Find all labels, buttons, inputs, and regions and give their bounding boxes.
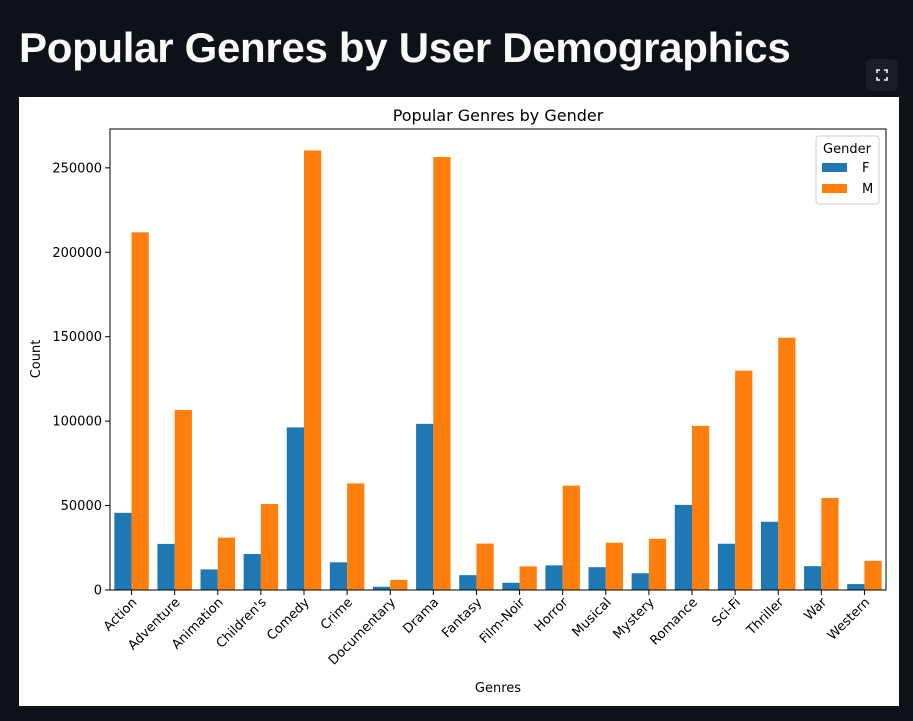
fullscreen-button[interactable] xyxy=(866,59,898,91)
bar-chart: Popular Genres by Gender 0 50000 100000 150… xyxy=(29,106,887,696)
bar-f-film-noir xyxy=(502,582,520,590)
bar-f-mystery xyxy=(631,573,649,590)
bar-m-action xyxy=(131,232,149,590)
bar-m-adventure xyxy=(174,409,192,590)
x-tick-label: Drama xyxy=(400,595,442,637)
fullscreen-icon xyxy=(876,69,888,81)
y-tick-label: 50000 xyxy=(61,499,102,514)
bar-f-adventure xyxy=(157,543,175,590)
bar-m-thriller xyxy=(778,337,796,590)
legend-swatch-m xyxy=(822,184,847,193)
bar-m-crime xyxy=(347,483,365,590)
x-tick-label: Sci-Fi xyxy=(709,595,744,630)
bar-m-children-s xyxy=(260,504,279,590)
x-tick-label: War xyxy=(802,595,831,624)
x-tick-label: Western xyxy=(825,595,873,643)
x-tick-label: Musical xyxy=(570,595,615,640)
plot-frame xyxy=(109,128,887,591)
y-tick-label: 150000 xyxy=(52,330,102,345)
x-axis-ticks: ActionAdventureAnimationChildren'sComedy… xyxy=(101,590,873,668)
x-tick-label: Crime xyxy=(318,595,356,633)
legend-title: Gender xyxy=(823,142,872,157)
x-tick-label: Horror xyxy=(532,595,572,635)
y-tick-label: 100000 xyxy=(52,415,102,430)
x-tick-label: Romance xyxy=(647,595,700,648)
bar-m-musical xyxy=(605,542,624,590)
bar-m-horror xyxy=(562,485,580,590)
bar-m-drama xyxy=(433,157,451,590)
bar-m-war xyxy=(821,497,839,590)
chart-title: Popular Genres by Gender xyxy=(393,106,604,125)
bar-f-musical xyxy=(588,567,606,590)
bar-m-film-noir xyxy=(519,566,537,590)
y-tick-label: 250000 xyxy=(52,161,102,176)
bar-f-documentary xyxy=(372,586,391,590)
y-axis-label: Count xyxy=(29,340,44,379)
legend-label-m: M xyxy=(862,182,873,197)
bar-f-war xyxy=(804,566,822,590)
bar-m-documentary xyxy=(390,579,408,590)
bar-f-children-s xyxy=(243,554,261,590)
bar-m-fantasy xyxy=(476,543,494,590)
x-tick-label: Comedy xyxy=(264,595,313,644)
y-axis-ticks: 0 50000 100000 150000 200000 250000 xyxy=(52,161,110,599)
bar-m-animation xyxy=(217,537,236,590)
y-tick-label: 200000 xyxy=(52,246,102,261)
legend-label-f: F xyxy=(862,161,869,176)
bar-f-horror xyxy=(545,565,563,590)
legend: Gender F M xyxy=(815,135,880,205)
x-tick-label: Film-Noir xyxy=(477,595,529,647)
bar-m-western xyxy=(864,560,882,590)
bar-f-comedy xyxy=(286,427,304,590)
bar-f-action xyxy=(114,512,132,590)
page-title: Popular Genres by User Demographics xyxy=(19,24,791,71)
bar-f-thriller xyxy=(760,521,779,590)
bar-m-romance xyxy=(692,425,710,590)
x-tick-label: Action xyxy=(101,595,140,634)
x-tick-label: Thriller xyxy=(743,595,787,639)
bar-f-western xyxy=(847,584,865,590)
bars xyxy=(114,150,882,590)
legend-swatch-f xyxy=(822,163,847,172)
bar-f-sci-fi xyxy=(717,543,736,590)
bar-f-romance xyxy=(674,504,692,590)
bar-f-fantasy xyxy=(459,575,477,590)
x-axis-label: Genres xyxy=(475,681,521,696)
bar-m-mystery xyxy=(648,538,667,590)
chart-figure: Popular Genres by Gender 0 50000 100000 150… xyxy=(19,97,899,706)
bar-f-crime xyxy=(329,562,348,590)
bar-f-animation xyxy=(200,569,218,590)
bar-m-comedy xyxy=(304,150,322,590)
bar-m-sci-fi xyxy=(735,370,753,590)
y-tick-label: 0 xyxy=(94,584,102,599)
bar-f-drama xyxy=(416,423,434,590)
